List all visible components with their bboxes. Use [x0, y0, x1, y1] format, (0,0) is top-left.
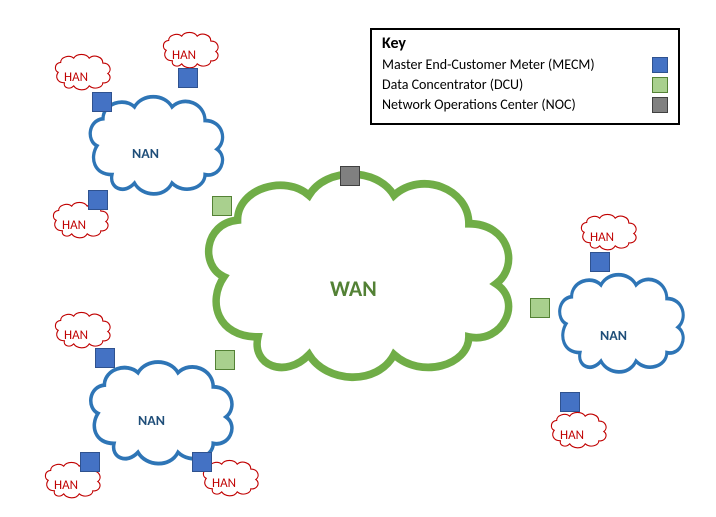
mecm-node-6	[590, 252, 610, 272]
han-cloud-6	[578, 212, 640, 252]
mecm-node-0	[178, 68, 198, 88]
legend-row-noc-label: Network Operations Center (NOC)	[382, 95, 576, 115]
mecm-node-2	[88, 190, 108, 210]
mecm-node-5	[192, 452, 212, 472]
nan-cloud-2	[552, 268, 692, 378]
mecm-node-4	[80, 452, 100, 472]
legend-row-noc: Network Operations Center (NOC)	[382, 95, 668, 115]
dcu-node-2	[530, 298, 550, 318]
dcu-node-0	[212, 196, 232, 216]
han-cloud-0	[160, 30, 222, 70]
legend-row-mecm-label: Master End-Customer Meter (MECM)	[382, 55, 595, 75]
legend-row-noc-swatch	[652, 97, 668, 113]
mecm-node-7	[560, 392, 580, 412]
legend-row-dcu-swatch	[652, 77, 668, 93]
han-cloud-3	[52, 310, 114, 350]
legend-row-mecm: Master End-Customer Meter (MECM)	[382, 55, 668, 75]
han-cloud-1	[52, 52, 114, 92]
legend-title: Key	[382, 34, 668, 53]
nan-cloud-1	[82, 355, 242, 470]
noc-node-0	[340, 166, 360, 186]
dcu-node-1	[215, 350, 235, 370]
mecm-node-3	[95, 348, 115, 368]
han-cloud-7	[548, 410, 610, 450]
legend-box: Key Master End-Customer Meter (MECM)Data …	[370, 28, 680, 125]
legend-row-dcu: Data Concentrator (DCU)	[382, 75, 668, 95]
legend-row-dcu-label: Data Concentrator (DCU)	[382, 75, 523, 95]
legend-row-mecm-swatch	[652, 57, 668, 73]
mecm-node-1	[92, 92, 112, 112]
